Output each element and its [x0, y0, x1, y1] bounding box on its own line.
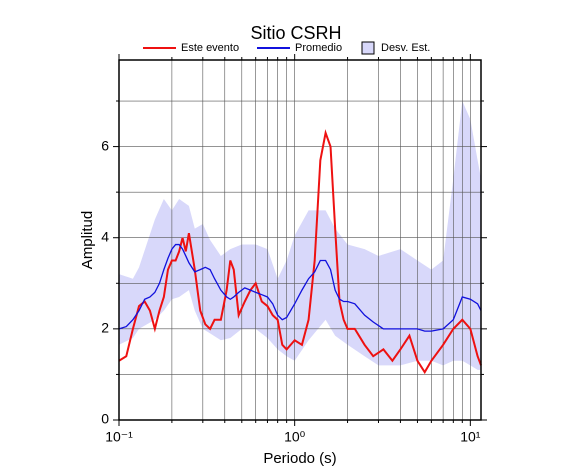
legend-label: Promedio: [295, 42, 342, 54]
x-tick-label: 10⁰: [284, 429, 306, 445]
y-tick-label: 4: [101, 228, 109, 244]
y-tick-label: 0: [101, 411, 109, 427]
series-line: [118, 243, 482, 332]
y-tick-label: 6: [101, 137, 109, 153]
x-tick-label: 10⁻¹: [105, 429, 133, 445]
legend-label: Este evento: [181, 42, 239, 54]
y-tick-label: 2: [101, 320, 109, 336]
y-axis-label: Amplitud: [79, 211, 96, 269]
x-tick-label: 10¹: [460, 429, 481, 445]
chart-title: Sitio CSRH: [250, 23, 341, 43]
legend-label: Desv. Est.: [381, 42, 430, 54]
legend-swatch: [361, 41, 375, 55]
plot-frame: [118, 59, 482, 421]
std-band: [119, 101, 481, 370]
series-line: [118, 129, 482, 375]
x-axis-label: Periodo (s): [263, 450, 336, 467]
